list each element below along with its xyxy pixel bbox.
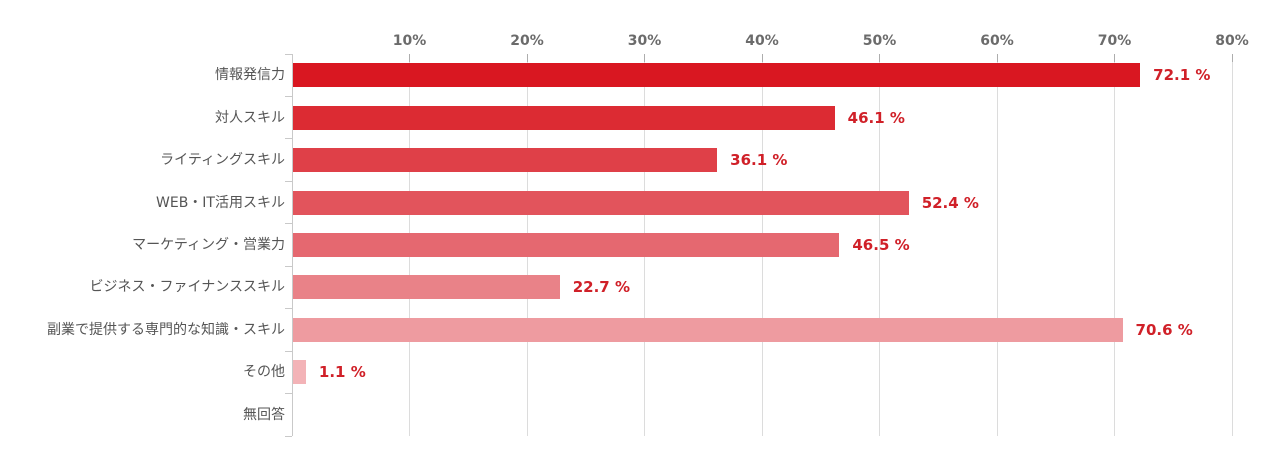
category-label: 対人スキル [215, 109, 285, 126]
y-axis-tick-mark [285, 95, 292, 97]
category-label: 無回答 [243, 406, 285, 423]
gridline [1114, 54, 1115, 436]
x-axis-tick-label: 10% [392, 33, 427, 49]
gridline [879, 54, 880, 436]
bar-4 [293, 190, 909, 215]
y-axis-tick-mark [285, 223, 292, 225]
x-axis-tick-label: 40% [745, 33, 779, 49]
category-label: ライティングスキル [160, 152, 285, 169]
value-label: 70.6 % [1135, 320, 1193, 339]
y-axis-tick-mark [285, 265, 292, 267]
axis-tick-mark [761, 54, 763, 62]
category-label: 副業で提供する専門的な知識・スキル [47, 321, 285, 338]
value-label: 1.1 % [318, 363, 366, 382]
value-label: 46.5 % [852, 236, 910, 254]
y-axis-tick-mark [285, 180, 292, 182]
bar-2 [293, 105, 835, 130]
axis-tick-mark [409, 54, 410, 62]
x-axis-tick-label: 70% [1097, 33, 1132, 49]
value-label: 72.1 % [1153, 66, 1211, 85]
x-axis-tick-label: 30% [627, 33, 662, 49]
category-label: その他 [243, 364, 285, 381]
value-label: 52.4 % [921, 193, 979, 212]
x-axis-tick-label: 50% [862, 33, 897, 49]
category-label: 情報発信力 [215, 67, 285, 84]
y-axis-tick-mark [285, 308, 292, 310]
y-axis-tick-mark [285, 53, 292, 55]
gridline [1231, 54, 1233, 436]
axis-tick-mark [1114, 54, 1115, 62]
y-axis-line [292, 54, 293, 436]
y-axis-tick-mark [285, 393, 292, 395]
bar-1 [293, 63, 1141, 88]
bar-6 [293, 275, 560, 300]
bar-5 [293, 233, 840, 257]
value-label: 22.7 % [572, 278, 630, 297]
x-axis-tick-label: 20% [510, 33, 544, 49]
value-label: 36.1 % [730, 151, 788, 170]
category-label: マーケティング・営業力 [132, 237, 285, 253]
y-axis-tick-mark [285, 435, 292, 437]
axis-tick-mark [996, 54, 998, 62]
value-label: 46.1 % [847, 108, 905, 127]
axis-tick-mark [526, 54, 528, 62]
axis-tick-mark [644, 54, 645, 62]
y-axis-tick-mark [285, 350, 292, 352]
x-axis-tick-label: 80% [1215, 33, 1249, 49]
category-label: ビジネス・ファイナンススキル [89, 279, 285, 296]
gridline [996, 54, 998, 436]
bar-7 [293, 317, 1123, 342]
category-label: WEB・IT活用スキル [156, 194, 285, 211]
x-axis-tick-label: 60% [980, 33, 1014, 49]
y-axis-tick-mark [285, 138, 292, 140]
bar-8 [293, 360, 306, 385]
bar-3 [293, 148, 718, 173]
axis-tick-mark [1231, 54, 1233, 62]
axis-tick-mark [879, 54, 880, 62]
